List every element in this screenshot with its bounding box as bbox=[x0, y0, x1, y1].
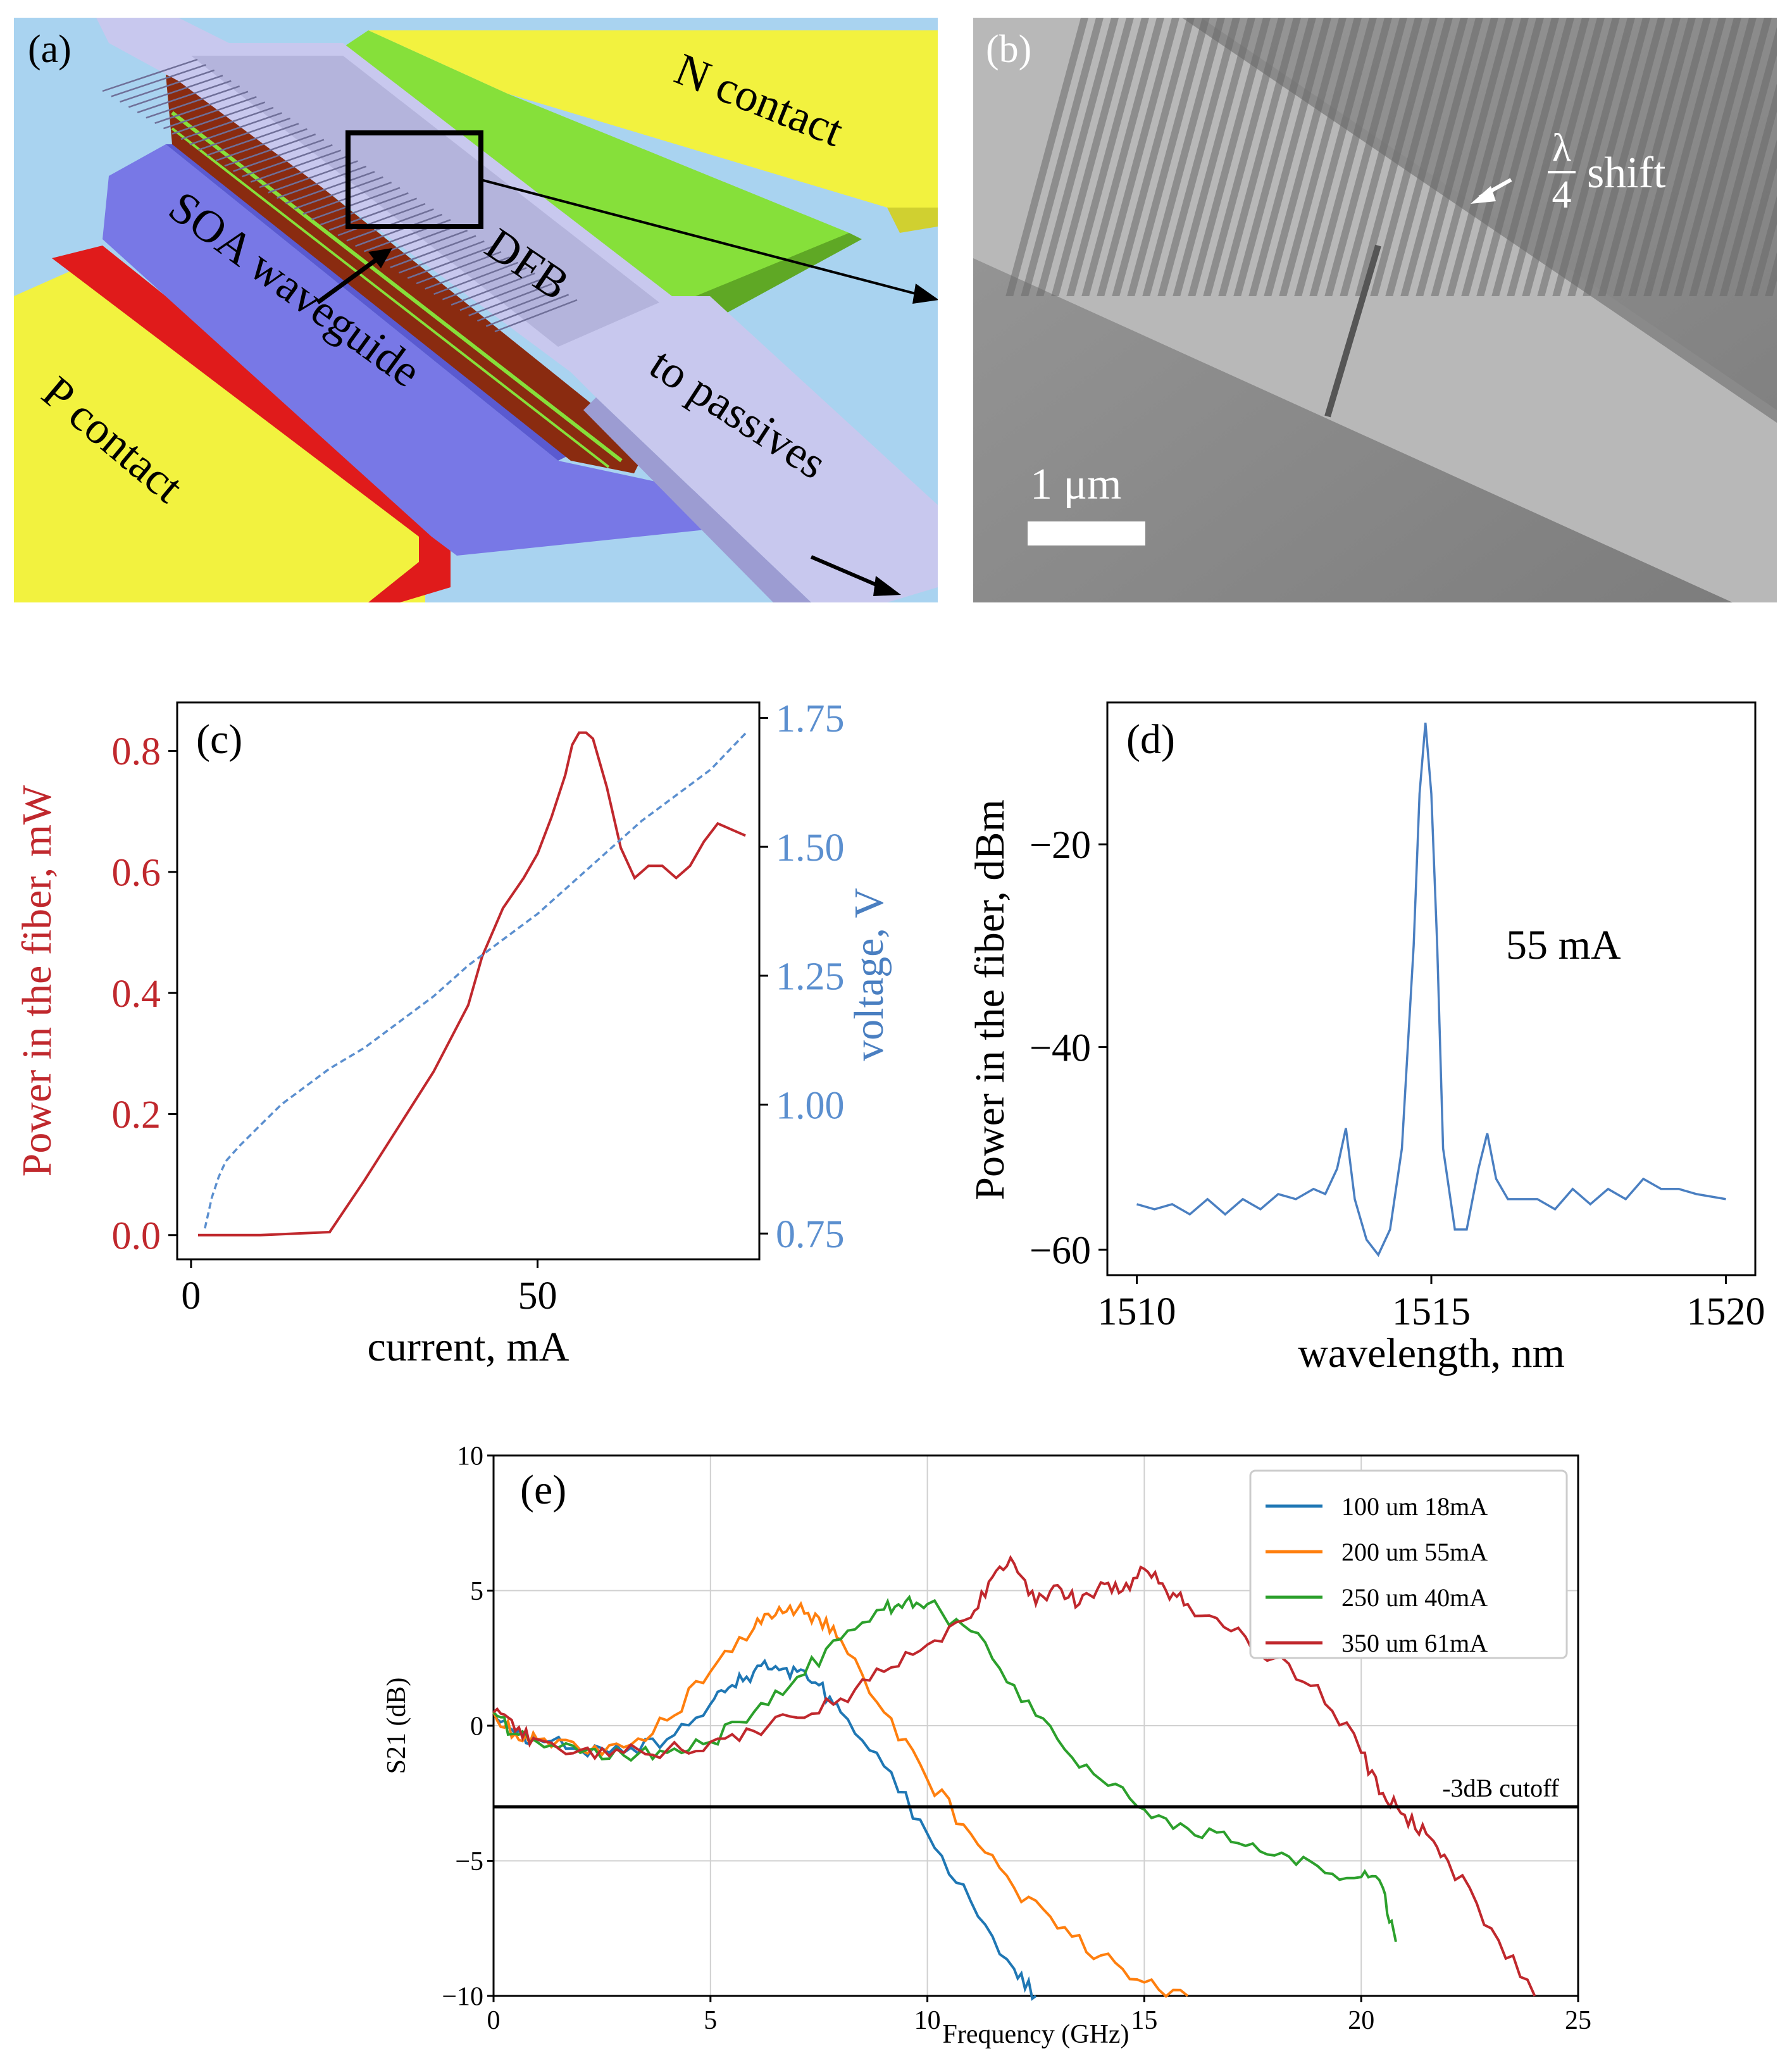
legend-entry: 350 um 61mA bbox=[1341, 1629, 1488, 1657]
power-line bbox=[198, 733, 745, 1235]
y-tick-label: −20 bbox=[1030, 824, 1091, 867]
chart-d-annotation: 55 mA bbox=[1506, 922, 1621, 968]
device-schematic: (a) N contact P contact SOA waveguide DF… bbox=[14, 18, 938, 602]
cutoff-label: -3dB cutoff bbox=[1442, 1774, 1559, 1802]
y-tick-label: 0.6 bbox=[112, 852, 161, 895]
y-tick-label: 1.00 bbox=[776, 1084, 845, 1127]
chart-c-label: (c) bbox=[196, 716, 242, 763]
y-tick-label: 0.75 bbox=[776, 1213, 845, 1256]
chart-d-ylabel: Power in the fiber, dBm bbox=[967, 799, 1013, 1200]
y-tick-label: 0.2 bbox=[112, 1094, 161, 1137]
chart-d: 1510 1515 1520 −20 −40 −60 (d) 55 mA wavelen… bbox=[899, 671, 1792, 1392]
x-tick-label: 20 bbox=[1348, 2006, 1374, 2035]
y-tick-label: −10 bbox=[442, 1983, 483, 2012]
y-tick-label: 10 bbox=[457, 1442, 483, 1471]
y-tick-label: −5 bbox=[455, 1847, 483, 1876]
chart-c-frame bbox=[177, 702, 759, 1259]
y-tick-label: 1.25 bbox=[776, 956, 845, 999]
chart-e-label: (e) bbox=[520, 1467, 566, 1513]
x-tick-label: 15 bbox=[1131, 2006, 1157, 2035]
chart-d-xlabel: wavelength, nm bbox=[1298, 1330, 1565, 1376]
panel-b-label: (b) bbox=[986, 28, 1031, 71]
lambda-denominator: 4 bbox=[1552, 173, 1572, 216]
y-tick-label: 0.4 bbox=[112, 973, 161, 1016]
chart-c-ylabel-right: voltage, V bbox=[846, 888, 892, 1061]
panel-c: 0 50 0.0 0.2 0.4 0.6 0.8 0.75 1.00 1.25 1.50 1.75… bbox=[0, 671, 899, 1392]
chart-e-ylabel: S21 (dB) bbox=[382, 1678, 411, 1774]
y-tick-label: 5 bbox=[470, 1577, 483, 1606]
y-tick-label: −40 bbox=[1030, 1026, 1091, 1069]
x-tick-label: 25 bbox=[1565, 2006, 1591, 2035]
x-tick-label: 1520 bbox=[1686, 1290, 1765, 1333]
chart-c-ylabel-left: Power in the fiber, mW bbox=[14, 785, 60, 1176]
x-tick-label: 10 bbox=[914, 2006, 941, 2035]
scalebar bbox=[1028, 521, 1145, 545]
x-tick-label: 1510 bbox=[1098, 1290, 1176, 1333]
panel-b: λ 4 shift (b) 1 μm bbox=[973, 18, 1777, 602]
x-tick-label: 0 bbox=[487, 2006, 501, 2035]
x-tick-label: 50 bbox=[518, 1275, 557, 1318]
chart-e: 0 5 10 15 20 25 10 5 0 −5 −10 -3dB cutoff (e) Fre… bbox=[354, 1430, 1607, 2060]
chart-d-label: (d) bbox=[1126, 716, 1175, 763]
y-tick-label: 0 bbox=[470, 1712, 483, 1742]
scalebar-label: 1 μm bbox=[1030, 460, 1121, 509]
x-tick-label: 5 bbox=[704, 2006, 717, 2035]
legend-entry: 200 um 55mA bbox=[1341, 1538, 1488, 1566]
legend: 100 um 18mA 200 um 55mA 250 um 40mA 350 … bbox=[1250, 1471, 1567, 1658]
sem-image: λ 4 shift (b) 1 μm bbox=[973, 18, 1777, 602]
panel-e: 0 5 10 15 20 25 10 5 0 −5 −10 -3dB cutoff (e) Fre… bbox=[354, 1430, 1607, 2060]
legend-entry: 250 um 40mA bbox=[1341, 1583, 1488, 1612]
x-tick-label: 0 bbox=[181, 1275, 201, 1318]
panel-a-label: (a) bbox=[28, 28, 72, 71]
y-tick-label: 0.8 bbox=[112, 730, 161, 773]
chart-c: 0 50 0.0 0.2 0.4 0.6 0.8 0.75 1.00 1.25 1.50 1.75… bbox=[0, 671, 899, 1392]
lambda-numerator: λ bbox=[1552, 127, 1571, 170]
spectrum-line bbox=[1137, 723, 1726, 1255]
panel-a: (a) N contact P contact SOA waveguide DF… bbox=[14, 18, 938, 602]
chart-c-xlabel: current, mA bbox=[368, 1324, 569, 1370]
series-100um bbox=[494, 1661, 1036, 1999]
y-tick-label: 1.75 bbox=[776, 697, 845, 740]
y-tick-label: 1.50 bbox=[776, 826, 845, 869]
x-tick-label: 1515 bbox=[1392, 1290, 1471, 1333]
series-200um bbox=[494, 1604, 1188, 1996]
legend-entry: 100 um 18mA bbox=[1341, 1492, 1488, 1521]
y-tick-label: −60 bbox=[1030, 1230, 1091, 1273]
shift-label: shift bbox=[1587, 149, 1666, 197]
panel-d: 1510 1515 1520 −20 −40 −60 (d) 55 mA wavelen… bbox=[899, 671, 1792, 1392]
chart-e-xlabel: Frequency (GHz) bbox=[942, 2020, 1129, 2049]
y-tick-label: 0.0 bbox=[112, 1214, 161, 1257]
